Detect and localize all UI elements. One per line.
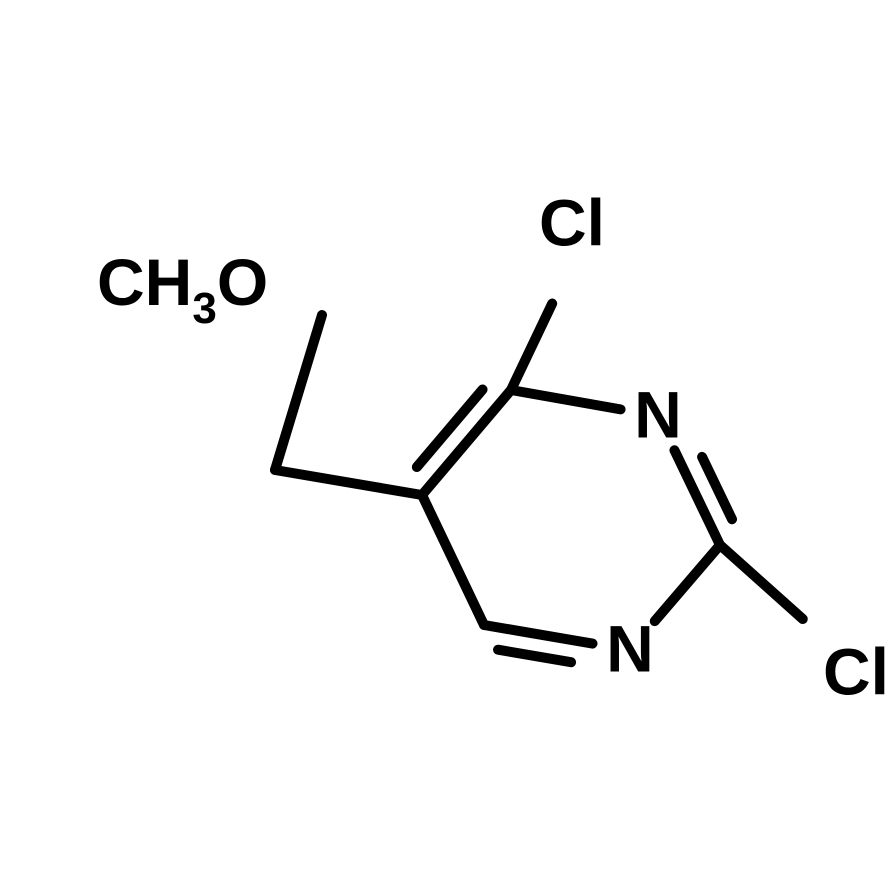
bond-line: [655, 545, 720, 621]
chemical-structure-diagram: N N Cl Cl CH3O: [0, 0, 890, 890]
atom-n3-label: N: [634, 377, 682, 451]
atom-cl4-label: Cl: [539, 185, 605, 259]
bond-line: [422, 495, 484, 625]
bond-line: [720, 545, 803, 619]
bond-line: [275, 315, 322, 470]
atom-cl2-label: Cl: [823, 634, 889, 708]
bond-line: [484, 625, 593, 644]
bond-line: [275, 470, 422, 495]
atom-n1-label: N: [606, 611, 654, 685]
atom-och3-label: CH3O: [97, 245, 268, 333]
bond-line: [511, 304, 552, 390]
bond-line: [674, 450, 720, 545]
bond-line: [498, 650, 571, 663]
bond-line: [511, 390, 621, 409]
